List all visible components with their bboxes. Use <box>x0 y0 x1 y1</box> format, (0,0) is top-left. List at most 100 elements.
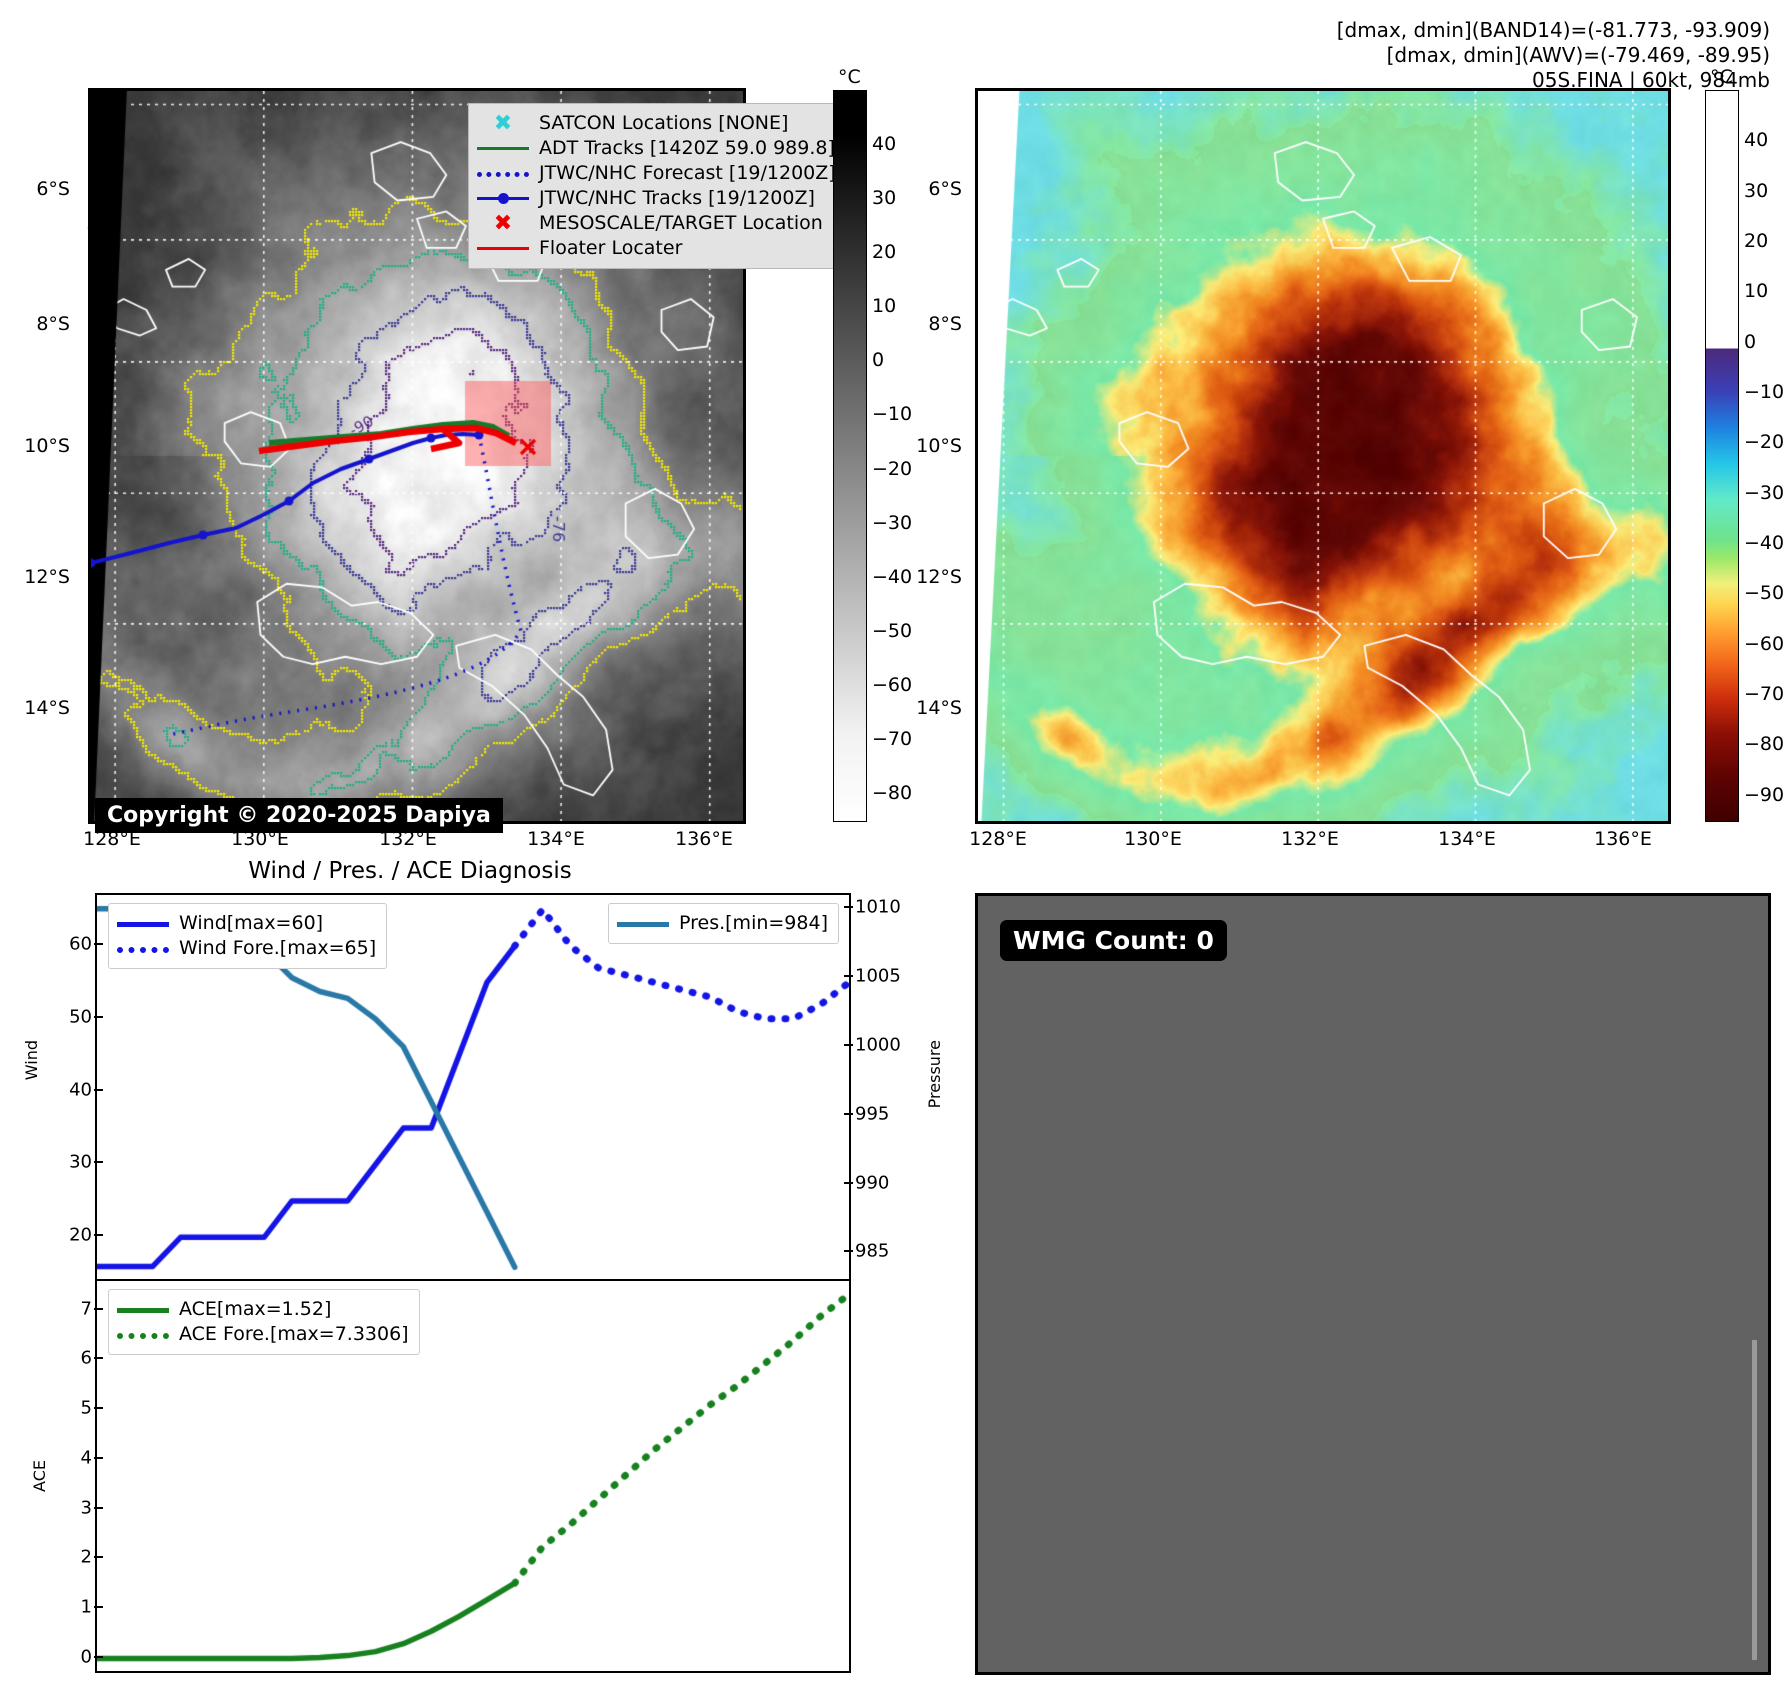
legend-label: JTWC/NHC Tracks [19/1200Z] <box>539 187 815 209</box>
y-tick: 6°S <box>928 178 962 200</box>
axis-tick-mark <box>844 905 853 908</box>
axis-tick: 40 <box>69 1079 92 1101</box>
legend-label: ACE[max=1.52] <box>179 1298 332 1320</box>
wind-pressure-chart[interactable] <box>95 893 851 1283</box>
legend-row: Wind Fore.[max=65] <box>117 936 376 961</box>
axis-tick: 995 <box>855 1103 890 1125</box>
legend-row: ADT Tracks [1420Z 59.0 989.8] <box>477 136 836 161</box>
colorbar-tick: −70 <box>1744 683 1785 706</box>
colorbar-tick: −50 <box>1744 582 1785 605</box>
floater-locater-line-icon <box>477 240 529 258</box>
target-x-icon: ✖ <box>493 210 513 236</box>
colorbar-tick: −70 <box>872 727 913 750</box>
colorbar-tick: −80 <box>1744 733 1785 756</box>
wmg-scrollbar[interactable] <box>1752 1340 1757 1660</box>
satcon-x-icon: ✖ <box>493 110 513 136</box>
legend-label: SATCON Locations [NONE] <box>539 112 789 134</box>
jtwc-forecast-dotted-icon <box>477 165 529 183</box>
axis-tick: 5 <box>80 1397 92 1419</box>
colorbar-tick: −20 <box>872 457 913 480</box>
legend-label: Pres.[min=984] <box>679 912 828 934</box>
right-map-y-ticks: 6°S 8°S 10°S 12°S 14°S <box>890 88 970 818</box>
legend-label: MESOSCALE/TARGET Location <box>539 212 823 234</box>
colorbar-tick: −40 <box>872 565 913 588</box>
colorbar-tick: 30 <box>872 187 897 210</box>
axis-tick: 1005 <box>855 965 901 987</box>
axis-tick: 60 <box>69 933 92 955</box>
ace-y-ticks: 0 1 2 3 4 5 6 7 <box>48 1279 103 1669</box>
axis-tick: 0 <box>80 1646 92 1668</box>
wind-axis-title: Wind <box>22 1040 41 1081</box>
metadata-block: [dmax, dmin](BAND14)=(-81.773, -93.909) … <box>1337 18 1770 93</box>
wind-y-ticks: 20 30 40 50 60 <box>40 893 103 1279</box>
legend-row: ✖ SATCON Locations [NONE] <box>477 111 836 136</box>
axis-tick-mark <box>94 1357 103 1360</box>
x-tick: 130°E <box>1124 828 1182 850</box>
axis-tick-mark <box>844 1181 853 1184</box>
legend-row: Floater Locater <box>477 236 836 261</box>
legend-row: JTWC/NHC Tracks [19/1200Z] <box>477 186 836 211</box>
jtwc-track-line-dot-icon <box>477 190 529 208</box>
legend-label: Floater Locater <box>539 237 683 259</box>
legend-row: ACE[max=1.52] <box>117 1297 409 1322</box>
wind-forecast-dotted-icon <box>117 940 169 958</box>
axis-tick: 1010 <box>855 896 901 918</box>
axis-tick: 1 <box>80 1596 92 1618</box>
legend-row: Pres.[min=984] <box>617 911 828 936</box>
pressure-axis-title: Pressure <box>925 1040 944 1109</box>
legend-row: Wind[max=60] <box>117 911 376 936</box>
axis-tick-mark <box>844 974 853 977</box>
y-tick: 10°S <box>24 435 70 457</box>
right-colorbar-unit-label: °C <box>1710 66 1733 88</box>
axis-tick-mark <box>94 1015 103 1018</box>
axis-tick: 3 <box>80 1497 92 1519</box>
axis-tick-mark <box>94 1506 103 1509</box>
y-tick: 6°S <box>36 178 70 200</box>
axis-tick: 50 <box>69 1006 92 1028</box>
axis-tick: 20 <box>69 1224 92 1246</box>
colorbar-tick: −30 <box>1744 481 1785 504</box>
wind-chart-legend: Wind[max=60] Wind Fore.[max=65] <box>108 903 388 969</box>
right-colorbar-ticks: 40 30 20 10 0 −10 −20 −30 −40 −50 −60 −70 −80 −90 <box>1744 90 1788 820</box>
axis-tick-mark <box>94 1407 103 1410</box>
colorbar-tick: 30 <box>1744 179 1769 202</box>
wmg-panel[interactable] <box>975 893 1771 1675</box>
x-tick: 136°E <box>675 828 733 850</box>
x-tick: 132°E <box>379 828 437 850</box>
colorbar-tick: −30 <box>872 511 913 534</box>
right-satellite-map[interactable] <box>975 88 1671 824</box>
pressure-y-ticks: 985 990 995 1000 1005 1010 <box>844 893 925 1279</box>
y-tick: 8°S <box>928 313 962 335</box>
adt-track-line-icon <box>477 140 529 158</box>
colorbar-tick: 0 <box>1744 330 1757 353</box>
colorbar-tick: −20 <box>1744 431 1785 454</box>
axis-tick-mark <box>94 1307 103 1310</box>
left-colorbar <box>833 90 867 822</box>
y-tick: 14°S <box>916 697 962 719</box>
left-map-y-ticks: 6°S 8°S 10°S 12°S 14°S <box>0 88 80 818</box>
legend-label: JTWC/NHC Forecast [19/1200Z] <box>539 162 836 184</box>
left-colorbar-unit-label: °C <box>838 66 861 88</box>
ace-chart-legend: ACE[max=1.52] ACE Fore.[max=7.3306] <box>108 1289 420 1355</box>
axis-tick: 985 <box>855 1240 890 1262</box>
left-map-legend: ✖ SATCON Locations [NONE] ADT Tracks [14… <box>468 103 847 269</box>
legend-row: JTWC/NHC Forecast [19/1200Z] <box>477 161 836 186</box>
colorbar-tick: −60 <box>872 673 913 696</box>
colorbar-tick: −40 <box>1744 532 1785 555</box>
legend-label: Wind Fore.[max=65] <box>179 937 377 959</box>
diagnosis-title: Wind / Pres. / ACE Diagnosis <box>248 858 572 884</box>
axis-tick-mark <box>94 1556 103 1559</box>
axis-tick-mark <box>844 1043 853 1046</box>
dmax-dmin-band14: [dmax, dmin](BAND14)=(-81.773, -93.909) <box>1336 18 1770 42</box>
right-map-x-ticks: 128°E 130°E 132°E 134°E 136°E <box>969 828 1665 856</box>
y-tick: 10°S <box>916 435 962 457</box>
axis-tick: 2 <box>80 1546 92 1568</box>
axis-tick-mark <box>94 1088 103 1091</box>
axis-tick-mark <box>94 1161 103 1164</box>
colorbar-tick: −80 <box>872 781 913 804</box>
axis-tick: 4 <box>80 1447 92 1469</box>
wmg-count-badge: WMG Count: 0 <box>1000 920 1227 961</box>
axis-tick: 1000 <box>855 1034 901 1056</box>
y-tick: 8°S <box>36 313 70 335</box>
axis-tick: 30 <box>69 1151 92 1173</box>
